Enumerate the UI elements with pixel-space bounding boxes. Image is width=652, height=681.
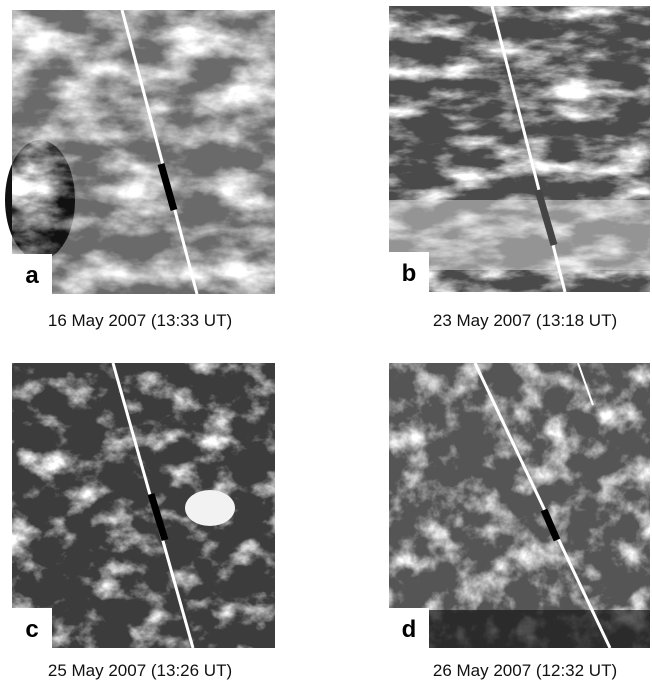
- satellite-track: [473, 362, 612, 649]
- caption: 23 May 2007 (13:18 UT): [433, 311, 617, 330]
- panel-b: b 23 May 2007 (13:18 UT): [389, 5, 650, 330]
- cloud-layer: [389, 363, 650, 648]
- label-box: [12, 254, 52, 294]
- satellite-track: [577, 362, 594, 406]
- panel-label: d: [402, 616, 417, 643]
- panel-c: c 25 May 2007 (13:26 UT): [12, 362, 275, 680]
- cloud-layer: [12, 10, 275, 294]
- dark-sea: [420, 610, 650, 648]
- caption: 16 May 2007 (13:33 UT): [48, 311, 232, 330]
- caption: 26 May 2007 (12:32 UT): [433, 661, 617, 680]
- cloud-band: [389, 200, 650, 270]
- panel-label: c: [25, 616, 38, 643]
- track-segment: [157, 163, 178, 211]
- panel-label: b: [402, 260, 417, 287]
- caption: 25 May 2007 (13:26 UT): [48, 661, 232, 680]
- panel-d: d 26 May 2007 (12:32 UT): [389, 362, 650, 680]
- satellite-track: [120, 9, 199, 295]
- cloud-layer: [12, 363, 275, 648]
- track-segment: [147, 492, 169, 542]
- cloud-cell: [185, 490, 235, 526]
- label-box: [389, 608, 429, 648]
- label-box: [12, 608, 52, 648]
- label-box: [389, 252, 429, 292]
- panel-a: a 16 May 2007 (13:33 UT): [5, 9, 275, 330]
- track-segment: [534, 189, 558, 246]
- panel-label: a: [25, 262, 39, 289]
- track-segment: [540, 508, 561, 542]
